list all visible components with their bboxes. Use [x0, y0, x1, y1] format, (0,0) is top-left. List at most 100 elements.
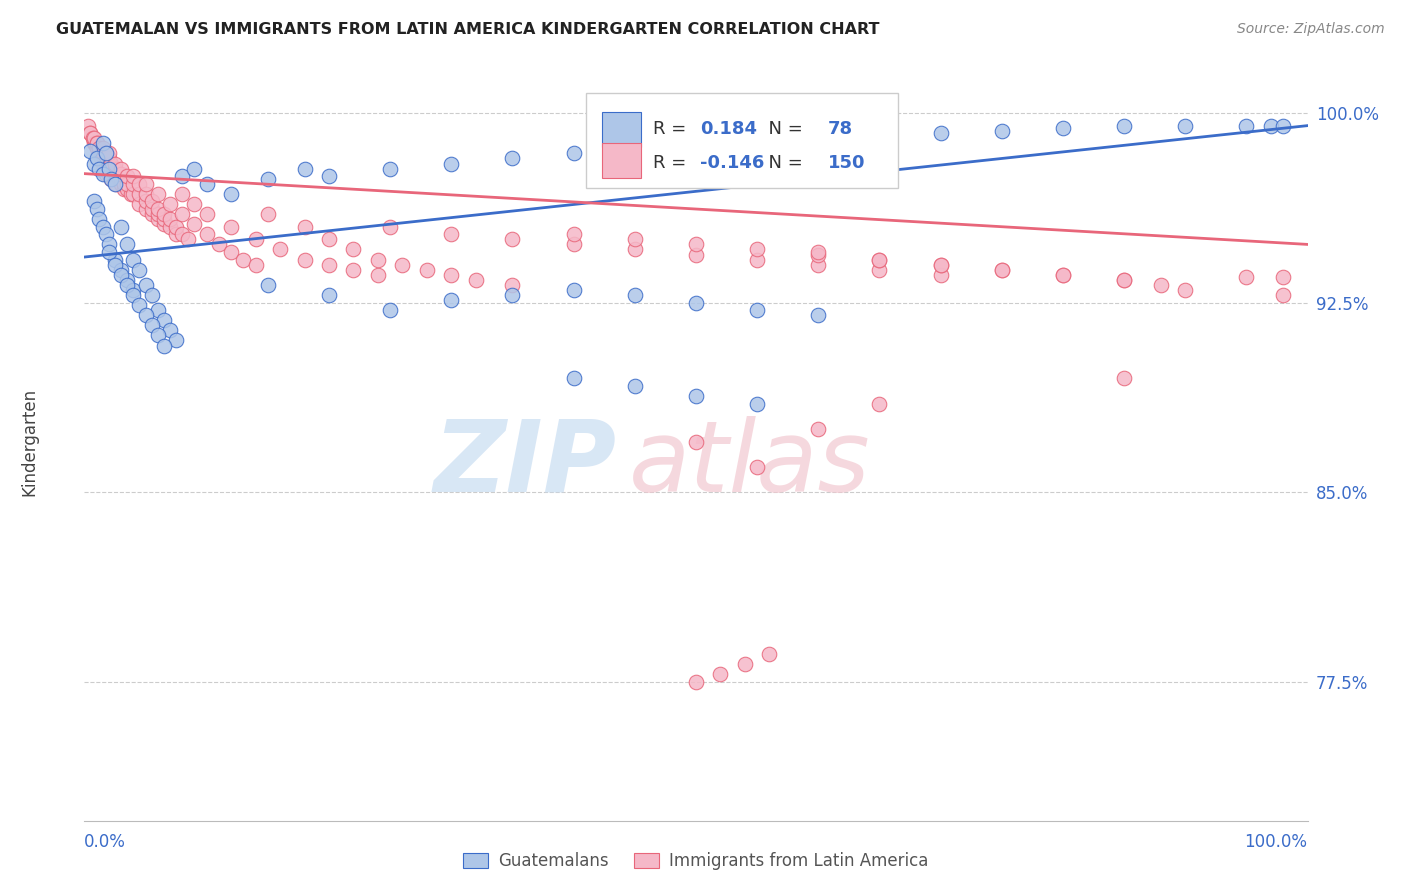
- Point: [115, 277, 138, 292]
- Point: [91, 156, 114, 170]
- Point: [86, 136, 108, 151]
- Point: [257, 277, 280, 292]
- Point: [146, 328, 169, 343]
- Point: [91, 167, 114, 181]
- Point: [869, 131, 891, 145]
- Point: [342, 243, 364, 257]
- Point: [97, 146, 120, 161]
- Point: [159, 219, 181, 234]
- Point: [257, 171, 280, 186]
- Point: [747, 459, 769, 474]
- Point: [83, 194, 105, 209]
- Point: [165, 219, 187, 234]
- FancyBboxPatch shape: [602, 143, 641, 178]
- Point: [219, 219, 242, 234]
- Point: [172, 169, 194, 184]
- Point: [146, 303, 169, 318]
- Point: [1174, 119, 1197, 133]
- Point: [685, 389, 707, 403]
- Point: [84, 136, 107, 151]
- Point: [122, 283, 145, 297]
- Point: [104, 258, 127, 272]
- Point: [97, 161, 120, 176]
- Point: [135, 277, 157, 292]
- Point: [502, 152, 524, 166]
- Point: [128, 186, 150, 201]
- Point: [110, 167, 132, 181]
- Point: [747, 243, 769, 257]
- Point: [502, 232, 524, 246]
- Point: [177, 232, 200, 246]
- Point: [115, 182, 138, 196]
- Point: [869, 262, 891, 277]
- Point: [685, 247, 707, 261]
- Point: [104, 252, 127, 267]
- Point: [195, 177, 218, 191]
- Point: [135, 177, 157, 191]
- Point: [1272, 270, 1295, 285]
- Point: [86, 136, 108, 151]
- Point: [120, 186, 142, 201]
- Point: [128, 262, 150, 277]
- Point: [294, 252, 316, 267]
- Text: Source: ZipAtlas.com: Source: ZipAtlas.com: [1237, 22, 1385, 37]
- Point: [87, 146, 110, 161]
- Point: [104, 167, 127, 181]
- Point: [159, 197, 181, 211]
- Point: [991, 262, 1014, 277]
- Point: [86, 152, 108, 166]
- Point: [97, 167, 120, 181]
- Point: [96, 146, 118, 161]
- Point: [1114, 273, 1136, 287]
- Point: [115, 169, 138, 184]
- Point: [153, 212, 176, 227]
- Point: [97, 156, 120, 170]
- Point: [416, 262, 439, 277]
- Point: [97, 237, 120, 252]
- Point: [90, 152, 112, 166]
- Point: [86, 141, 108, 155]
- Point: [1174, 283, 1197, 297]
- Point: [807, 258, 830, 272]
- Point: [929, 268, 952, 282]
- FancyBboxPatch shape: [586, 93, 898, 187]
- Point: [869, 252, 891, 267]
- Point: [110, 171, 132, 186]
- Point: [172, 227, 194, 242]
- Point: [90, 146, 112, 161]
- Point: [146, 212, 169, 227]
- Point: [1236, 270, 1258, 285]
- Point: [153, 338, 176, 352]
- Point: [103, 171, 125, 186]
- Text: R =: R =: [654, 154, 692, 172]
- Point: [807, 422, 830, 436]
- Point: [269, 243, 291, 257]
- Point: [100, 171, 122, 186]
- Text: 100.0%: 100.0%: [1244, 833, 1308, 851]
- Point: [82, 131, 104, 145]
- Point: [172, 186, 194, 201]
- Point: [153, 207, 176, 221]
- Text: 150: 150: [828, 154, 866, 172]
- Point: [159, 323, 181, 337]
- Point: [318, 288, 340, 302]
- Point: [128, 197, 150, 211]
- Point: [685, 295, 707, 310]
- Point: [562, 227, 585, 242]
- Point: [562, 371, 585, 385]
- Point: [624, 288, 647, 302]
- FancyBboxPatch shape: [602, 112, 641, 147]
- Point: [135, 194, 157, 209]
- Legend: Guatemalans, Immigrants from Latin America: Guatemalans, Immigrants from Latin Ameri…: [457, 846, 935, 877]
- Point: [294, 161, 316, 176]
- Point: [257, 207, 280, 221]
- Point: [380, 219, 402, 234]
- Point: [747, 131, 769, 145]
- Point: [87, 141, 110, 155]
- Point: [318, 169, 340, 184]
- Point: [135, 308, 157, 322]
- Point: [440, 156, 463, 170]
- Point: [747, 303, 769, 318]
- Point: [87, 161, 110, 176]
- Point: [929, 126, 952, 140]
